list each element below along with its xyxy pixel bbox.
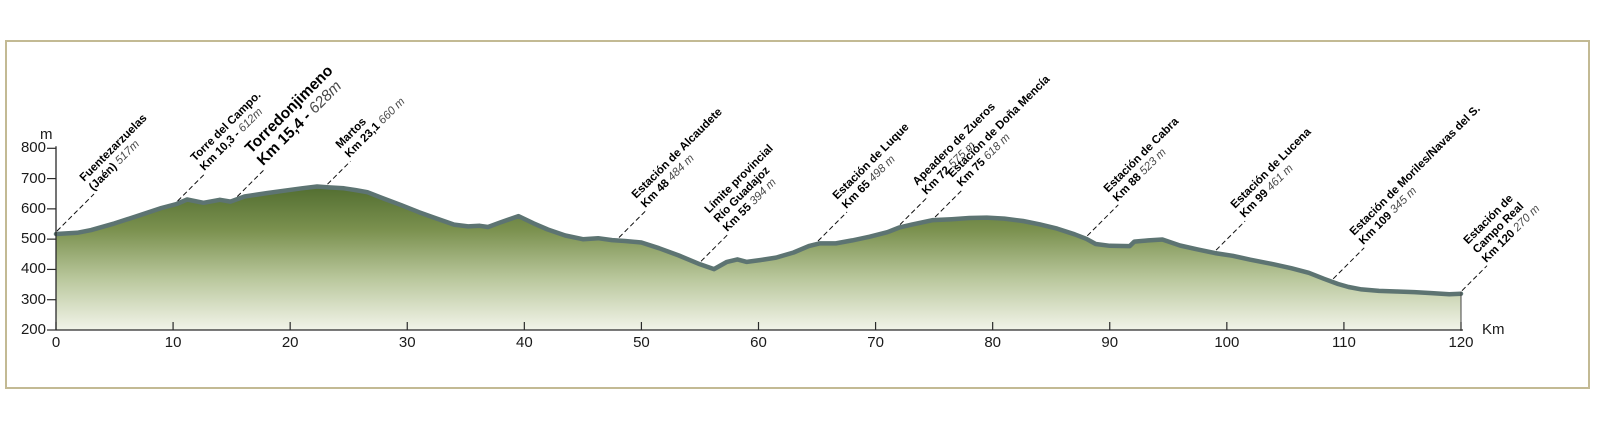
y-tick-label: 800 — [20, 139, 46, 157]
x-tick-label: 90 — [1101, 334, 1119, 351]
x-tick-label: 70 — [867, 334, 884, 351]
y-axis-unit-label: m — [40, 126, 53, 143]
x-tick-label: 30 — [398, 334, 416, 351]
y-tick-label: 200 — [20, 321, 46, 338]
station-leader-line — [177, 173, 205, 202]
station-leader-line — [1215, 220, 1246, 251]
y-tick-label: 300 — [20, 290, 46, 308]
x-axis-unit-label: Km — [1482, 321, 1505, 338]
station-leader-line — [1086, 204, 1119, 237]
x-tick-label: 0 — [51, 334, 61, 351]
x-tick-label: 60 — [750, 334, 767, 351]
x-tick-label: 100 — [1214, 334, 1240, 351]
profile-line — [53, 184, 1464, 297]
station-leader-line — [56, 193, 95, 232]
y-tick-label: 700 — [20, 169, 46, 187]
profile-area — [56, 186, 1461, 330]
station-leader-line — [817, 211, 848, 242]
y-tick-label: 400 — [20, 260, 46, 278]
station-leader-line — [899, 197, 928, 225]
station-leader-line — [1332, 247, 1365, 280]
station-leader-line — [934, 189, 963, 218]
y-tick-label: 500 — [20, 230, 46, 248]
x-tick-label: 20 — [281, 334, 299, 351]
y-tick-label: 600 — [20, 199, 46, 217]
station-leader-line — [327, 160, 351, 185]
x-tick-label: 110 — [1331, 334, 1356, 351]
x-tick-label: 80 — [984, 334, 1001, 351]
station-leader-line — [618, 210, 647, 238]
station-leader-line — [1461, 265, 1488, 292]
station-leader-line — [700, 233, 729, 262]
x-tick-label: 120 — [1448, 334, 1474, 351]
x-tick-label: 10 — [164, 334, 182, 351]
station-leader-line — [236, 169, 265, 197]
x-tick-label: 50 — [633, 334, 650, 351]
x-tick-label: 40 — [515, 334, 533, 351]
